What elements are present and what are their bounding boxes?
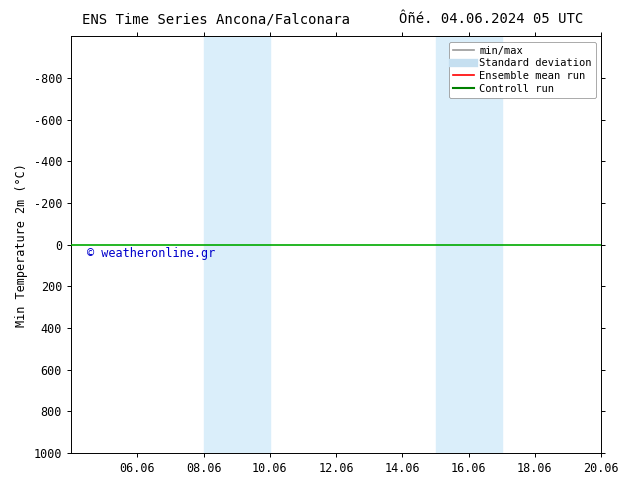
Legend: min/max, Standard deviation, Ensemble mean run, Controll run: min/max, Standard deviation, Ensemble me… [449,42,596,98]
Y-axis label: Min Temperature 2m (°C): Min Temperature 2m (°C) [15,163,28,326]
Text: © weatheronline.gr: © weatheronline.gr [87,247,215,260]
Bar [204,36,270,453]
Bar [436,36,501,453]
Text: Ôñé. 04.06.2024 05 UTC: Ôñé. 04.06.2024 05 UTC [399,12,584,26]
Text: ENS Time Series Ancona/Falconara: ENS Time Series Ancona/Falconara [82,12,351,26]
